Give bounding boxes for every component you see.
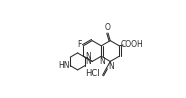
Text: O: O bbox=[105, 23, 110, 32]
Text: HN: HN bbox=[58, 61, 69, 70]
Text: HCl: HCl bbox=[85, 69, 100, 78]
Text: N: N bbox=[86, 57, 92, 66]
Text: F: F bbox=[77, 40, 81, 49]
Text: COOH: COOH bbox=[121, 40, 144, 49]
Text: N: N bbox=[108, 62, 113, 71]
Text: N: N bbox=[86, 52, 92, 61]
Text: N: N bbox=[99, 57, 105, 66]
